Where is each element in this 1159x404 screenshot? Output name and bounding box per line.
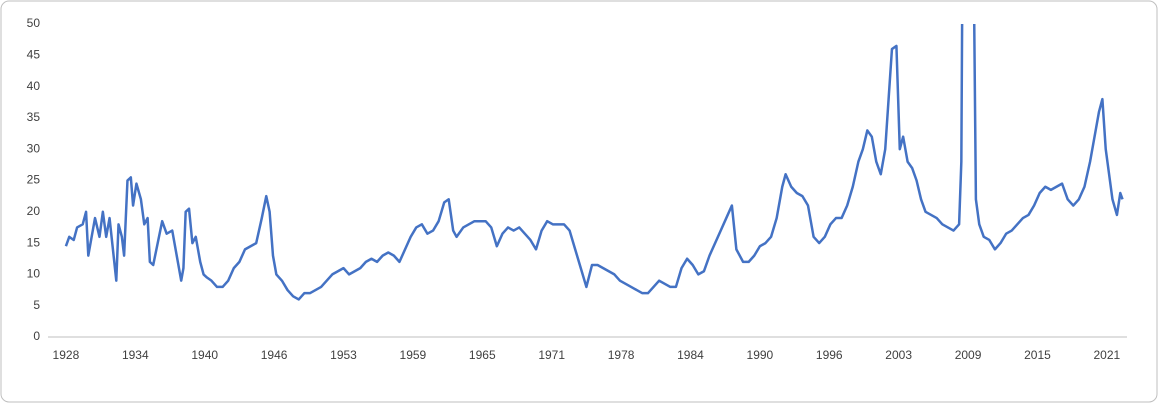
x-tick-label: 2021: [1094, 348, 1121, 362]
y-tick-label: 0: [33, 329, 40, 343]
x-tick-label: 2003: [885, 348, 912, 362]
x-tick-label: 1934: [122, 348, 149, 362]
y-tick-label: 20: [27, 204, 41, 218]
x-tick-label: 1990: [747, 348, 774, 362]
x-tick-label: 1953: [330, 348, 357, 362]
x-tick-label: 2015: [1024, 348, 1051, 362]
x-tick-label: 1959: [400, 348, 427, 362]
x-tick-label: 1996: [816, 348, 843, 362]
x-tick-label: 1978: [608, 348, 635, 362]
x-tick-label: 1928: [53, 348, 80, 362]
y-tick-label: 10: [27, 267, 41, 281]
x-tick-label: 1984: [677, 348, 704, 362]
y-tick-label: 25: [27, 173, 41, 187]
y-tick-label: 45: [27, 47, 41, 61]
y-tick-label: 15: [27, 235, 41, 249]
x-tick-label: 1965: [469, 348, 496, 362]
y-tick-label: 40: [27, 79, 41, 93]
y-tick-label: 5: [33, 298, 40, 312]
y-tick-label: 50: [27, 16, 41, 30]
data-line: [64, 24, 1124, 301]
x-tick-label: 1971: [538, 348, 565, 362]
x-tick-label: 1940: [191, 348, 218, 362]
x-tick-label: 1946: [261, 348, 288, 362]
y-tick-label: 35: [27, 110, 41, 124]
x-tick-label: 2009: [955, 348, 982, 362]
y-tick-label: 30: [27, 141, 41, 155]
